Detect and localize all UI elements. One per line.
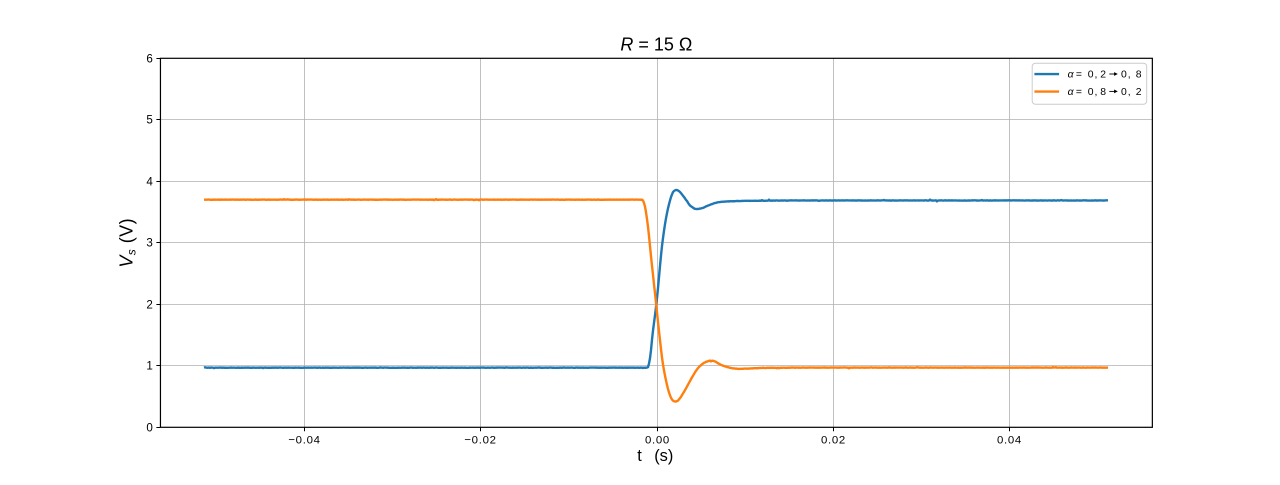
svg-text:8: 8 [1136, 70, 1142, 81]
svg-text:8: 8 [1100, 87, 1106, 98]
svg-text:2: 2 [146, 299, 152, 312]
svg-text:=: = [1076, 87, 1082, 98]
svg-text:−0.04: −0.04 [288, 435, 320, 447]
svg-text:R = 15 Ω: R = 15 Ω [620, 35, 692, 55]
svg-text:0: 0 [1121, 87, 1127, 98]
svg-text:α: α [1068, 70, 1075, 81]
svg-text:2: 2 [1100, 70, 1106, 81]
svg-text:α: α [1068, 87, 1075, 98]
svg-text:5: 5 [146, 114, 152, 127]
svg-text:,: , [1095, 87, 1098, 98]
svg-text:,: , [1128, 87, 1131, 98]
svg-text:0: 0 [1088, 70, 1094, 81]
svg-text:3: 3 [146, 237, 152, 250]
svg-text:0.00: 0.00 [645, 435, 670, 447]
svg-text:t: t [637, 447, 642, 465]
svg-text:2: 2 [1136, 87, 1142, 98]
svg-text:0: 0 [1121, 70, 1127, 81]
svg-text:0.04: 0.04 [997, 435, 1022, 447]
svg-text:=: = [1076, 70, 1082, 81]
svg-text:4: 4 [146, 176, 153, 189]
svg-text:−0.02: −0.02 [464, 435, 496, 447]
svg-text:(s): (s) [654, 447, 673, 465]
svg-text:0: 0 [1088, 87, 1094, 98]
svg-text:0.02: 0.02 [821, 435, 846, 447]
svg-text:0: 0 [146, 422, 152, 435]
svg-text:1: 1 [146, 360, 152, 373]
svg-text:,: , [1095, 70, 1098, 81]
svg-text:Vs (V): Vs (V) [116, 218, 138, 268]
svg-text:6: 6 [146, 53, 152, 66]
svg-text:,: , [1128, 70, 1131, 81]
